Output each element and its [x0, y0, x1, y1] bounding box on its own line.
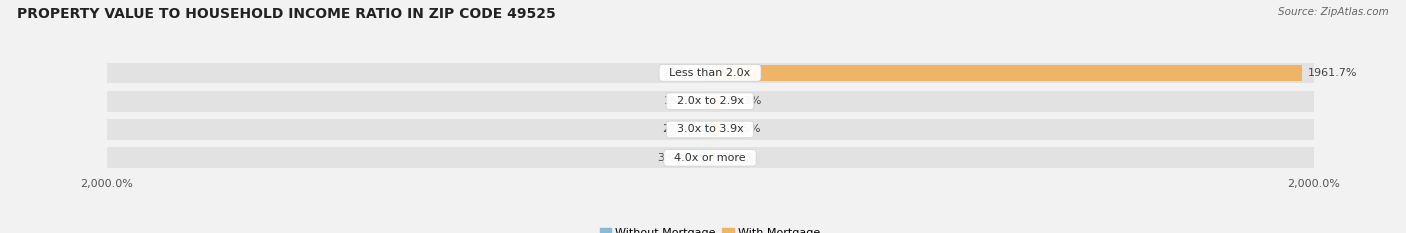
Text: 22.0%: 22.0%	[662, 124, 697, 134]
Text: 3.0x to 3.9x: 3.0x to 3.9x	[669, 124, 751, 134]
Text: 34.3%: 34.3%	[727, 96, 762, 106]
Text: Source: ZipAtlas.com: Source: ZipAtlas.com	[1278, 7, 1389, 17]
Text: 2.0x to 2.9x: 2.0x to 2.9x	[669, 96, 751, 106]
Text: Less than 2.0x: Less than 2.0x	[662, 68, 758, 78]
Bar	[703, 122, 710, 137]
Bar	[710, 65, 1302, 81]
Text: 16.6%: 16.6%	[664, 96, 699, 106]
Bar	[107, 147, 1313, 168]
Legend: Without Mortgage, With Mortgage: Without Mortgage, With Mortgage	[595, 224, 825, 233]
Bar	[703, 65, 710, 81]
Text: PROPERTY VALUE TO HOUSEHOLD INCOME RATIO IN ZIP CODE 49525: PROPERTY VALUE TO HOUSEHOLD INCOME RATIO…	[17, 7, 555, 21]
Bar	[107, 91, 1313, 112]
Text: 29.5%: 29.5%	[725, 124, 761, 134]
Bar	[710, 122, 718, 137]
Text: 1961.7%: 1961.7%	[1308, 68, 1358, 78]
Bar	[107, 63, 1313, 83]
Text: 22.2%: 22.2%	[662, 68, 697, 78]
Bar	[107, 119, 1313, 140]
Bar	[710, 93, 720, 109]
Text: 15.2%: 15.2%	[721, 153, 756, 163]
Text: 4.0x or more: 4.0x or more	[668, 153, 752, 163]
Bar	[699, 150, 710, 166]
Text: 38.5%: 38.5%	[657, 153, 692, 163]
Bar	[710, 150, 714, 166]
Bar	[704, 93, 710, 109]
